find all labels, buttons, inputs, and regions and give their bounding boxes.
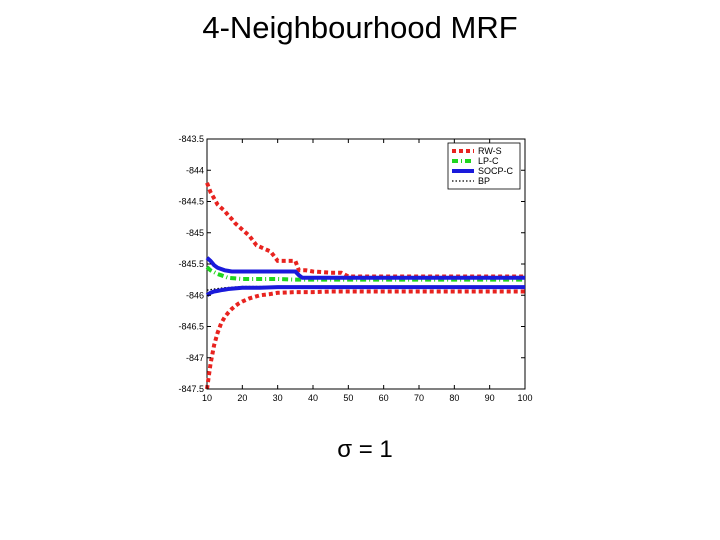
- x-tick-label: 40: [308, 393, 318, 403]
- axis-layer: 10 20 30 40 50 60 70 80 90 100 -843.5 -844 -844.5 -84…: [178, 134, 532, 403]
- series-layer: [205, 182, 525, 390]
- y-tick-label: -845: [186, 228, 204, 238]
- y-tick-label: -847.5: [178, 384, 204, 394]
- chart-caption: σ = 1: [337, 436, 393, 463]
- series-line-rw-s-0: [205, 182, 525, 279]
- y-tick-label: -845.5: [178, 259, 204, 269]
- y-tick-label: -843.5: [178, 134, 204, 144]
- y-tick-label: -846: [186, 290, 204, 300]
- x-tick-label: 20: [237, 393, 247, 403]
- x-tick-label: 50: [343, 393, 353, 403]
- y-tick-label: -844: [186, 165, 204, 175]
- series-line-socp-c-2: [205, 256, 525, 280]
- x-tick-label: 10: [202, 393, 212, 403]
- legend-label-rw-s: RW-S: [478, 146, 502, 156]
- legend-label-socp-c: SOCP-C: [478, 166, 514, 176]
- x-tick-label: 30: [273, 393, 283, 403]
- x-tick-label: 100: [517, 393, 532, 403]
- legend-label-lp-c: LP-C: [478, 156, 499, 166]
- y-tick-label: -846.5: [178, 322, 204, 332]
- series-line-series-4-4: [205, 285, 525, 297]
- x-tick-label: 90: [485, 393, 495, 403]
- y-tick-label: -844.5: [178, 197, 204, 207]
- legend-label-bp: BP: [478, 176, 490, 186]
- x-tick-label: 80: [449, 393, 459, 403]
- x-tick-label: 70: [414, 393, 424, 403]
- series-line-series-5-5: [205, 289, 525, 390]
- slide-title: 4-Neighbourhood MRF: [202, 10, 518, 45]
- y-tick-label: -847: [186, 353, 204, 363]
- x-tick-label: 60: [379, 393, 389, 403]
